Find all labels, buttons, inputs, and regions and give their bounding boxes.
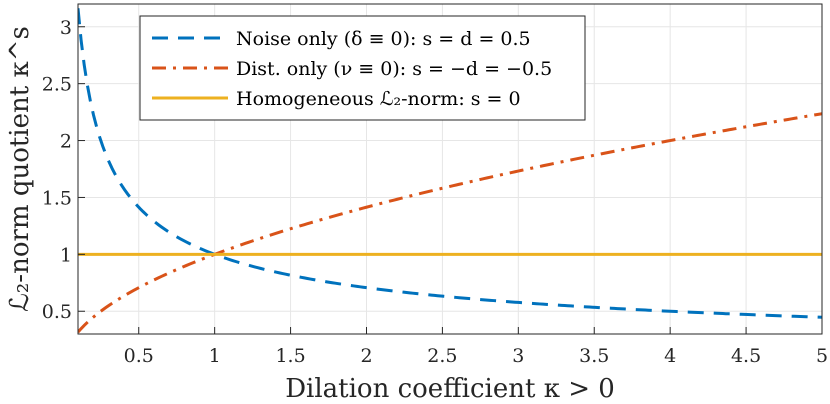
series-line-1 (78, 112, 822, 334)
y-tick-label: 2.5 (42, 74, 72, 96)
legend-entry-dist: Dist. only (ν ≡ 0): s = −d = −0.5 (236, 58, 552, 80)
y-axis-label: ℒ₂-norm quotient κ^s (5, 26, 35, 312)
y-tick-label: 1.5 (42, 187, 72, 209)
x-tick-label: 0.5 (124, 345, 154, 367)
x-tick-label: 2.5 (427, 345, 457, 367)
legend-entry-noise: Noise only (δ ≡ 0): s = d = 0.5 (236, 28, 531, 50)
y-tick-label: 3 (60, 17, 72, 39)
series-layer (78, 8, 822, 334)
legend-entry-homogeneous: Homogeneous ℒ₂-norm: s = 0 (236, 88, 521, 110)
ticks: 0.5 1 1.5 2 2.5 3 3.5 4 4.5 5 0.5 1 1.5 2 2.5 3 (42, 17, 828, 367)
series-line-0 (78, 8, 822, 319)
y-tick-label: 1 (60, 244, 72, 266)
x-tick-label: 3 (512, 345, 524, 367)
y-tick-label: 0.5 (42, 301, 72, 323)
y-tick-label: 2 (60, 131, 72, 153)
x-tick-label: 2 (360, 345, 372, 367)
x-tick-label: 1.5 (275, 345, 305, 367)
x-axis-label: Dilation coefficient κ > 0 (285, 374, 615, 404)
x-tick-label: 3.5 (579, 345, 609, 367)
x-tick-label: 4 (664, 345, 676, 367)
legend: Noise only (δ ≡ 0): s = d = 0.5 Dist. on… (139, 15, 586, 121)
x-tick-label: 4.5 (731, 345, 761, 367)
x-tick-label: 1 (209, 345, 221, 367)
plot-frame (77, 3, 823, 335)
x-tick-label: 5 (816, 345, 828, 367)
